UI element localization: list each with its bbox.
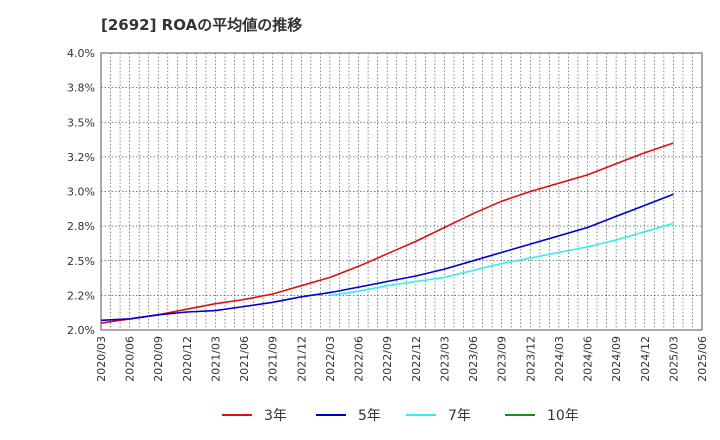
y-tick-label: 3.5% xyxy=(67,116,95,129)
x-tick-label: 2023/12 xyxy=(524,336,537,382)
x-tick-label: 2022/12 xyxy=(410,336,423,382)
x-tick-label: 2022/03 xyxy=(324,336,337,382)
series-line xyxy=(329,222,674,297)
x-tick-label: 2021/12 xyxy=(295,336,308,382)
chart-title: [2692] ROAの平均値の推移 xyxy=(101,16,303,34)
y-tick-label: 3.0% xyxy=(67,186,95,199)
x-tick-label: 2024/03 xyxy=(553,336,566,382)
x-tick-label: 2021/09 xyxy=(267,336,280,382)
x-tick-label: 2024/09 xyxy=(610,336,623,382)
legend-label: 10年 xyxy=(547,408,579,424)
y-tick-label: 3.8% xyxy=(67,82,95,95)
y-tick-label: 2.8% xyxy=(67,220,95,233)
plot-area xyxy=(100,52,703,331)
series-line xyxy=(100,142,674,324)
series-line xyxy=(100,193,674,322)
x-tick-label: 2025/03 xyxy=(667,336,680,382)
x-tick-label: 2021/06 xyxy=(238,336,251,382)
x-tick-label: 2020/12 xyxy=(181,336,194,382)
x-tick-label: 2021/03 xyxy=(209,336,222,382)
legend-label: 7年 xyxy=(448,408,471,424)
x-tick-label: 2023/03 xyxy=(438,336,451,382)
y-tick-label: 2.5% xyxy=(67,255,95,268)
x-tick-label: 2020/06 xyxy=(124,336,137,382)
y-tick-label: 2.2% xyxy=(67,289,95,302)
y-tick-label: 2.0% xyxy=(67,324,95,337)
x-tick-label: 2023/06 xyxy=(467,336,480,382)
x-tick-label: 2022/06 xyxy=(353,336,366,382)
x-tick-label: 2020/03 xyxy=(95,336,108,382)
x-tick-label: 2022/09 xyxy=(381,336,394,382)
x-tick-label: 2024/12 xyxy=(639,336,652,382)
y-tick-label: 4.0% xyxy=(67,47,95,60)
y-tick-label: 3.2% xyxy=(67,151,95,164)
x-tick-label: 2020/09 xyxy=(152,336,165,382)
x-tick-label: 2023/09 xyxy=(496,336,509,382)
x-tick-label: 2024/06 xyxy=(582,336,595,382)
legend-label: 3年 xyxy=(264,408,287,424)
x-tick-label: 2025/06 xyxy=(696,336,709,382)
legend-label: 5年 xyxy=(358,408,381,424)
